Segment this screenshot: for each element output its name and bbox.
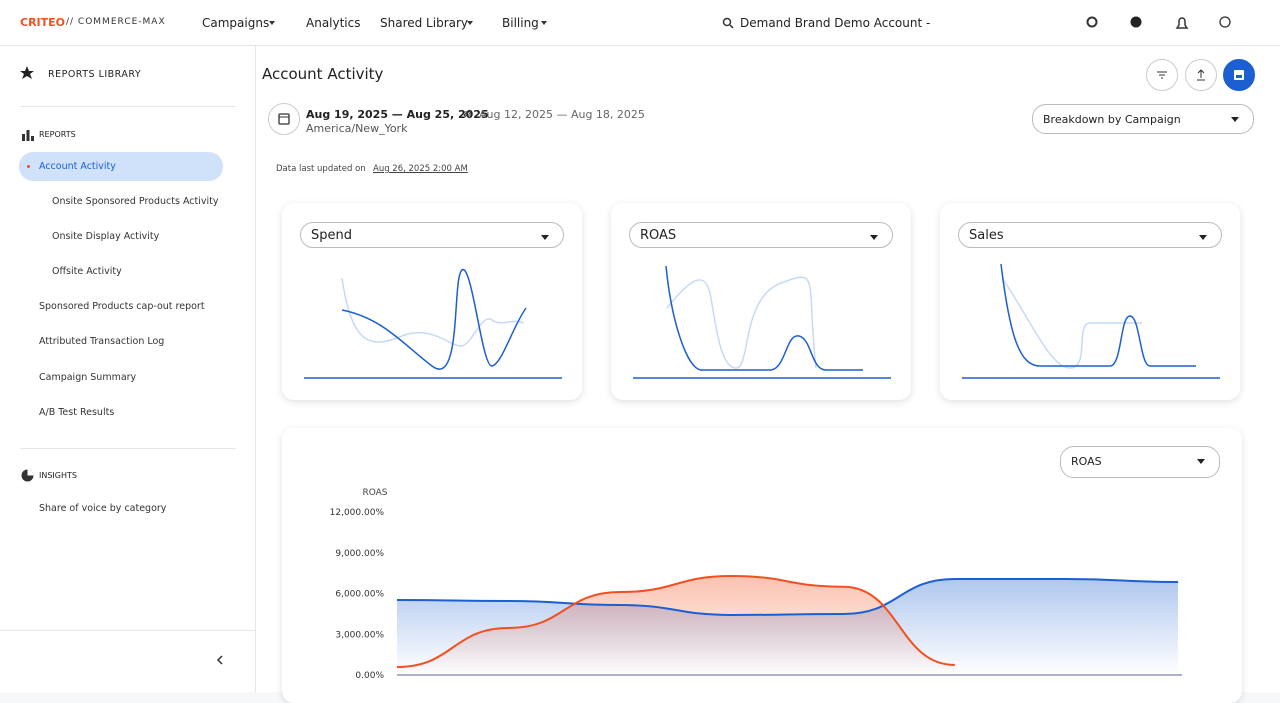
metric-select[interactable]: Spend: [300, 222, 564, 248]
collapse-button[interactable]: [216, 655, 224, 665]
report-link[interactable]: Offsite Activity: [52, 266, 122, 277]
save-button[interactable]: [1223, 59, 1255, 91]
date-picker[interactable]: [268, 103, 300, 135]
nav-item[interactable]: Analytics: [306, 16, 361, 30]
active-dot: [27, 165, 30, 168]
search-icon: [722, 17, 734, 29]
insights-icon: [21, 469, 34, 482]
chart-metric-select[interactable]: ROAS: [1060, 446, 1220, 478]
metric-card: Spend: [282, 203, 582, 400]
report-link[interactable]: Sponsored Products cap-out report: [39, 301, 205, 312]
chart-card: ROAS ROAS 0.00% 3,000.00% 6,000.00% 9,000.0…: [282, 428, 1242, 703]
header-icons: [1086, 16, 1231, 29]
series-line: [396, 574, 955, 668]
header: CRITEO // COMMERCE-MAX Campaigns Analyti…: [0, 0, 1280, 46]
divider: [20, 106, 236, 107]
breakdown-select[interactable]: Breakdown by Campaign: [1032, 104, 1254, 134]
report-link[interactable]: Account Activity: [39, 161, 116, 172]
reports-library[interactable]: REPORTS LIBRARY: [48, 69, 142, 80]
metric-select[interactable]: ROAS: [629, 222, 893, 248]
account-switcher[interactable]: Demand Brand Demo Account -: [740, 16, 931, 30]
series-line: [396, 577, 1179, 616]
nav-carets: [269, 21, 547, 25]
metric-card: ROAS: [611, 203, 911, 400]
report-link[interactable]: Attributed Transaction Log: [39, 336, 165, 347]
y-tick-label: 9,000.00%: [335, 549, 384, 559]
date-range[interactable]: Aug 19, 2025 — Aug 25, 2025: [306, 108, 489, 121]
metric-select[interactable]: Sales: [958, 222, 1222, 248]
page-title: Account Activity: [262, 65, 384, 83]
chart: ROAS 0.00% 3,000.00% 6,000.00% 9,000.00% 12,…: [330, 488, 1182, 681]
report-link[interactable]: Onsite Display Activity: [52, 231, 160, 242]
report-link[interactable]: A/B Test Results: [39, 407, 115, 418]
logo[interactable]: CRITEO: [20, 16, 66, 29]
nav-item[interactable]: Shared Library: [380, 16, 469, 30]
updated-label: Data last updated on: [276, 164, 366, 174]
y-tick-label: 6,000.00%: [335, 590, 384, 600]
timezone: America/New_York: [306, 122, 408, 135]
compare-range[interactable]: Aug 12, 2025 — Aug 18, 2025: [479, 108, 645, 121]
export-button[interactable]: [1185, 59, 1217, 91]
insight-link[interactable]: Share of voice by category: [39, 503, 167, 514]
logo-suffix: // COMMERCE-MAX: [66, 17, 166, 27]
series-area: [397, 575, 955, 675]
reports-icon: [22, 130, 34, 141]
updated-at: Aug 26, 2025 2:00 AM: [373, 164, 468, 174]
nav-item[interactable]: Billing: [502, 16, 539, 30]
compare-arrow: ⇄: [463, 107, 473, 120]
active-item: [19, 152, 223, 181]
nav-item[interactable]: Campaigns: [202, 16, 270, 30]
sparkline: [304, 269, 562, 379]
filter-button[interactable]: [1146, 59, 1178, 91]
divider: [20, 448, 236, 449]
sidebar: REPORTS LIBRARY REPORTS Account Activity…: [0, 46, 256, 692]
y-tick-label: 0.00%: [355, 671, 384, 681]
y-axis-label: ROAS: [362, 488, 387, 498]
section-heading: REPORTS: [39, 130, 76, 139]
y-tick-label: 3,000.00%: [335, 630, 384, 640]
report-link[interactable]: Onsite Sponsored Products Activity: [52, 196, 219, 207]
metric-card: Sales: [940, 203, 1240, 400]
sparkline: [962, 263, 1220, 379]
section-heading: INSIGHTS: [39, 471, 77, 480]
star-icon: [20, 66, 34, 79]
report-link[interactable]: Campaign Summary: [39, 372, 137, 383]
y-tick-label: 12,000.00%: [330, 508, 385, 518]
sparkline: [633, 265, 891, 379]
divider: [0, 630, 255, 631]
